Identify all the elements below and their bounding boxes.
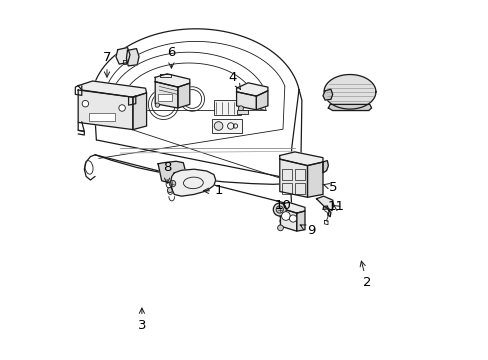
Polygon shape [116,48,130,64]
Text: 10: 10 [274,199,291,212]
Polygon shape [256,91,267,110]
Circle shape [277,225,283,231]
Circle shape [238,106,243,111]
Polygon shape [78,90,133,130]
Polygon shape [275,208,280,214]
Text: 5: 5 [323,181,336,194]
Text: 11: 11 [327,201,344,213]
Circle shape [82,100,88,107]
Bar [282,183,292,194]
Polygon shape [322,89,332,100]
Polygon shape [322,161,328,173]
Polygon shape [316,196,333,211]
Circle shape [155,103,159,107]
Circle shape [214,122,223,130]
Circle shape [167,188,172,193]
Circle shape [276,206,283,213]
Polygon shape [158,161,186,184]
Polygon shape [280,202,305,213]
Circle shape [281,212,289,220]
Polygon shape [170,169,215,196]
Polygon shape [279,159,307,197]
Polygon shape [296,211,305,231]
Text: 2: 2 [359,261,370,289]
Polygon shape [126,49,139,66]
Bar [282,169,292,180]
Text: 7: 7 [102,51,111,77]
Circle shape [273,203,285,216]
Text: 8: 8 [163,161,171,183]
Polygon shape [178,83,189,108]
Text: 3: 3 [137,308,146,332]
Circle shape [169,180,175,187]
Polygon shape [133,93,146,130]
Bar [158,94,172,101]
Polygon shape [155,74,189,87]
Polygon shape [236,92,256,110]
Polygon shape [328,104,371,111]
Text: 4: 4 [228,71,240,89]
Polygon shape [236,83,267,96]
Bar [213,100,241,115]
Polygon shape [78,81,146,97]
Polygon shape [280,208,296,231]
Circle shape [289,215,296,222]
Polygon shape [307,162,322,197]
Text: 1: 1 [203,184,223,197]
Bar [89,113,115,121]
Bar [212,119,241,133]
Circle shape [119,105,125,111]
Polygon shape [322,206,330,217]
Polygon shape [279,152,322,166]
Bar [294,183,304,194]
Text: 6: 6 [167,46,175,68]
Polygon shape [155,82,178,108]
Bar [294,169,304,180]
Text: 9: 9 [300,224,315,237]
Polygon shape [324,75,375,109]
Bar [237,110,247,114]
